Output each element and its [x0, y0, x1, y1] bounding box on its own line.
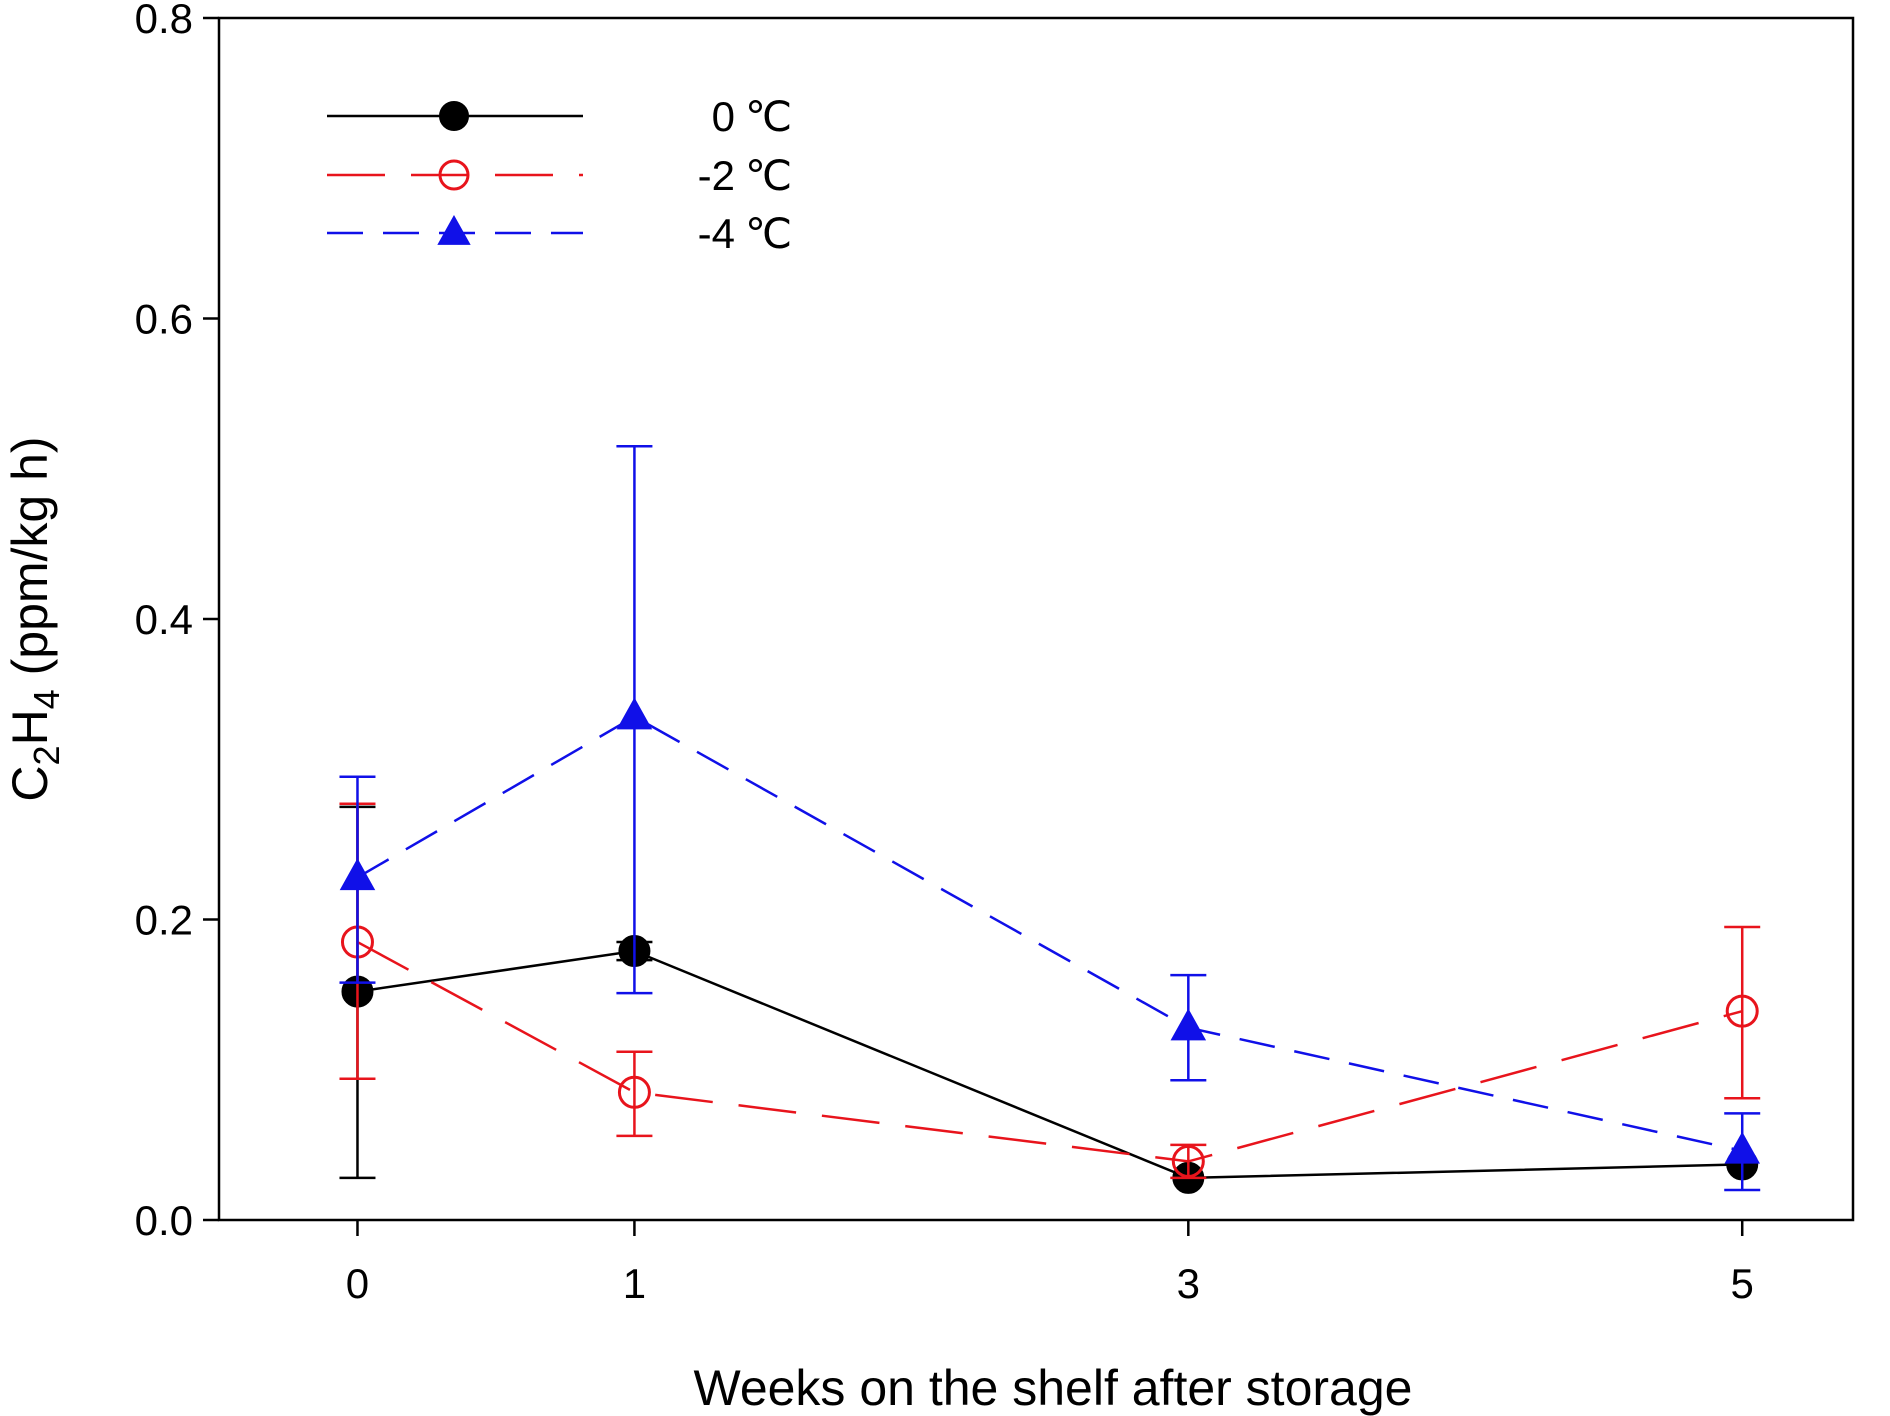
legend-unit: ℃	[745, 93, 792, 140]
data-point-marker	[1171, 1144, 1205, 1178]
data-point-marker	[1170, 1008, 1207, 1041]
legend-item-1: -2 ℃	[327, 152, 792, 199]
x-tick-label: 3	[1177, 1260, 1200, 1307]
y-axis-title: C2H4 (ppm/kg h)	[2, 436, 67, 801]
y-title-suffix: (ppm/kg h)	[2, 436, 58, 689]
data-point-marker	[439, 101, 469, 131]
series-2	[339, 444, 1761, 1192]
y-title-sub2: 4	[26, 689, 67, 709]
legend-label: -2	[698, 152, 735, 199]
legend-item-0: 0 ℃	[327, 93, 792, 140]
x-tick-label: 0	[346, 1260, 369, 1307]
series-line	[356, 940, 1743, 1163]
y-tick-label: 0.8	[135, 0, 193, 42]
series-line	[357, 949, 1743, 1180]
legend-label: 0	[712, 93, 735, 140]
series-layer	[339, 444, 1761, 1194]
y-axis-ticks: 0.0 0.2 0.4 0.6 0.8	[135, 0, 219, 1244]
series-line	[356, 715, 1743, 1153]
legend-item-2: -4 ℃	[327, 210, 792, 257]
y-title-prefix: C	[2, 765, 58, 801]
data-point-marker	[1725, 994, 1759, 1028]
y-title-mid: H	[2, 709, 58, 745]
y-tick-label: 0.2	[135, 897, 193, 944]
x-axis-title: Weeks on the shelf after storage	[694, 1360, 1413, 1416]
data-point-marker	[616, 697, 653, 730]
y-tick-label: 0.4	[135, 596, 193, 643]
data-point-marker	[1724, 1131, 1760, 1164]
data-point-marker	[339, 858, 376, 891]
plot-frame	[217, 16, 1855, 1222]
legend-unit: ℃	[745, 210, 792, 257]
y-tick-label: 0.6	[135, 296, 193, 343]
x-axis-ticks: 0 1 3 5	[346, 1220, 1754, 1307]
series-0	[339, 805, 1759, 1194]
y-tick-label: 0.0	[135, 1197, 193, 1244]
x-tick-label: 5	[1731, 1260, 1754, 1307]
legend: 0 ℃-2 ℃-4 ℃	[327, 93, 792, 257]
y-title-sub1: 2	[26, 745, 67, 765]
x-tick-label: 1	[623, 1260, 646, 1307]
legend-label: -4	[698, 210, 735, 257]
data-point-marker	[617, 1075, 651, 1109]
legend-unit: ℃	[745, 152, 792, 199]
data-point-marker	[438, 159, 470, 191]
data-point-marker	[437, 214, 471, 245]
